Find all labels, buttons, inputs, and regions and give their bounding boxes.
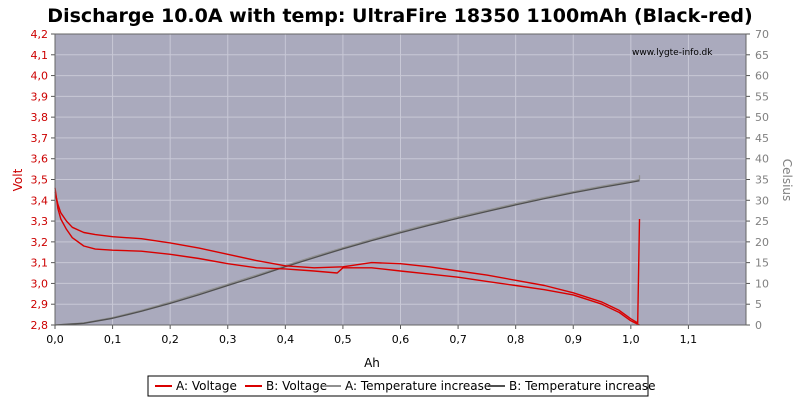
- legend-label-b-temperature: B: Temperature increase: [509, 379, 656, 393]
- x-tick-label: 1,1: [680, 333, 698, 346]
- y-left-tick-label: 3,8: [31, 111, 49, 124]
- x-tick-label: 0,7: [449, 333, 467, 346]
- y-right-tick-label: 45: [755, 132, 769, 145]
- watermark: www.lygte-info.dk: [632, 48, 713, 58]
- y-right-tick-label: 50: [755, 111, 769, 124]
- legend-label-a-voltage: A: Voltage: [176, 379, 237, 393]
- x-tick-label: 0,5: [334, 333, 352, 346]
- legend-box: [147, 375, 649, 397]
- axes: 0,0 0,1 0,2 0,3 0,4 0,5 0,6 0,7 0,8 0,9 1,0 1,1 2,8 2…: [31, 28, 770, 346]
- y-right-tick-label: 35: [755, 174, 769, 187]
- series-line-b-temperature-increase: [54, 180, 640, 326]
- x-axis-label: Ah: [364, 356, 380, 370]
- y-right-tick-label: 70: [755, 28, 769, 41]
- y-right-tick-label: 0: [755, 319, 762, 332]
- grid-lines: [54, 33, 746, 326]
- y-right-tick-label: 15: [755, 257, 769, 270]
- series-line-a-temperature-increase: [54, 175, 641, 326]
- y-axis-left-label: Volt: [11, 168, 25, 191]
- y-left-tick-label: 3,9: [31, 90, 49, 103]
- x-tick-label: 0,8: [507, 333, 525, 346]
- y-right-tick-label: 25: [755, 215, 769, 228]
- plot-frame: [54, 33, 747, 326]
- x-tick-label: 0,4: [277, 333, 295, 346]
- legend: A: Voltage B: Voltage A: Temperature inc…: [147, 375, 656, 397]
- y-left-tick-label: 3,5: [31, 174, 49, 187]
- y-left-tick-label: 4,0: [31, 70, 49, 83]
- y-left-tick-label: 3,2: [31, 236, 49, 249]
- y-right-tick-label: 55: [755, 90, 769, 103]
- x-tick-label: 0,3: [219, 333, 237, 346]
- y-right-tick-label: 40: [755, 153, 769, 166]
- y-right-tick-label: 20: [755, 236, 769, 249]
- y-left-tick-label: 3,7: [31, 132, 49, 145]
- legend-label-a-temperature: A: Temperature increase: [345, 379, 491, 393]
- y-left-tick-label: 4,1: [31, 49, 49, 62]
- y-right-tick-label: 5: [755, 298, 762, 311]
- x-tick-label: 0,6: [392, 333, 410, 346]
- y-axis-right-label: Celsius: [780, 159, 794, 202]
- y-right-tick-label: 10: [755, 277, 769, 290]
- series-line-a-voltage: [54, 191, 641, 324]
- y-left-tick-label: 4,2: [31, 28, 49, 41]
- y-right-tick-label: 30: [755, 194, 769, 207]
- x-tick-label: 0,9: [565, 333, 583, 346]
- y-left-tick-label: 3,0: [31, 277, 49, 290]
- x-tick-label: 0,2: [161, 333, 179, 346]
- y-left-tick-label: 3,6: [31, 153, 49, 166]
- legend-label-b-voltage: B: Voltage: [266, 379, 327, 393]
- y-left-tick-label: 3,3: [31, 215, 49, 228]
- series-line-b-voltage: [54, 187, 640, 326]
- chart-title: Discharge 10.0A with temp: UltraFire 183…: [47, 5, 752, 27]
- x-tick-label: 0,1: [104, 333, 122, 346]
- y-right-tick-label: 60: [755, 70, 769, 83]
- x-tick-label: 0,0: [46, 333, 64, 346]
- y-left-tick-label: 3,1: [31, 257, 49, 270]
- y-left-tick-label: 2,9: [31, 298, 49, 311]
- series-layer: [54, 175, 641, 326]
- y-left-tick-label: 2,8: [31, 319, 49, 332]
- y-left-tick-label: 3,4: [31, 194, 49, 207]
- x-tick-label: 1,0: [622, 333, 640, 346]
- y-right-tick-label: 65: [755, 49, 769, 62]
